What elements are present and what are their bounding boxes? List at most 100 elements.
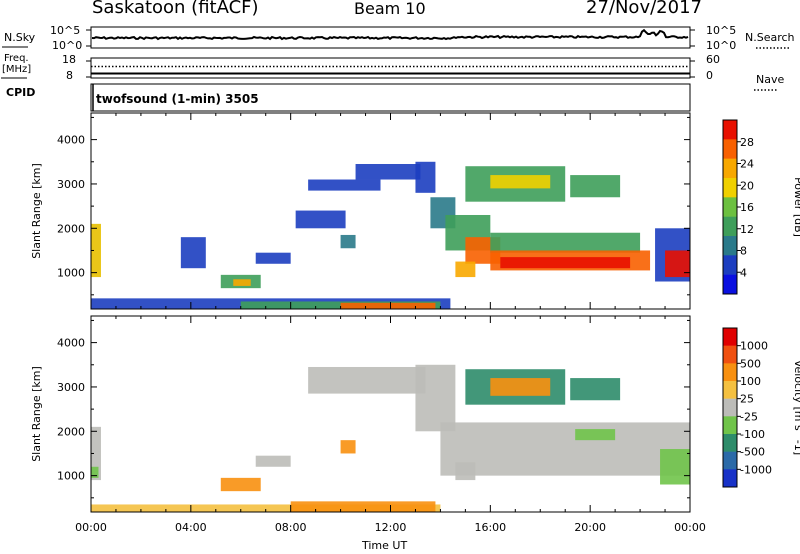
power-ylabel: Slant Range [km] [30, 163, 43, 259]
power-region [340, 302, 436, 309]
velocity-colorbar-tick-label: -25 [740, 410, 758, 423]
power-region [233, 279, 251, 286]
velocity-region [340, 440, 356, 454]
velocity-frame [90, 315, 691, 513]
power-colorbar-label: Power [dB] [792, 177, 800, 237]
velocity-region [91, 426, 101, 481]
x-tick-label: 04:00 [175, 521, 207, 534]
velocity-region [660, 449, 690, 485]
power-region [91, 223, 101, 278]
velocity-colorbar-segment [723, 434, 737, 452]
power-colorbar-segment [723, 274, 737, 295]
velocity-region [440, 422, 690, 476]
power-colorbar-tick-label: 20 [740, 179, 754, 192]
power-colorbar-segment [723, 255, 737, 275]
y-tick-label: 3000 [57, 381, 85, 394]
y-tick-label: 4000 [57, 134, 85, 147]
velocity-colorbar-tick-label: 500 [740, 357, 761, 370]
freq-panel-frame [90, 57, 691, 79]
velocity-colorbar-tick-label: -100 [740, 428, 765, 441]
station-title: Saskatoon (fitACF) [92, 0, 259, 18]
power-colorbar-tick-label: 4 [740, 266, 747, 279]
nsearch-tick-low: 10^0 [706, 39, 737, 52]
velocity-colorbar-segment [723, 451, 737, 470]
velocity-region [455, 462, 476, 481]
velocity-colorbar-segment [723, 416, 737, 435]
power-colorbar-segment [723, 236, 737, 256]
nsky-tick-low: 10^0 [52, 39, 83, 52]
y-tick-label: 2000 [57, 425, 85, 438]
velocity-colorbar-segment [723, 469, 737, 488]
x-tick-label: 16:00 [474, 521, 506, 534]
power-region [570, 175, 621, 198]
power-region [415, 161, 436, 193]
velocity-data [91, 364, 690, 512]
power-colorbar-segment [723, 216, 737, 237]
x-tick-label: 00:00 [674, 521, 706, 534]
freq-unit-label: [MHz] [2, 64, 32, 75]
power-colorbar-tick-label: 12 [740, 223, 754, 236]
power-region [295, 210, 346, 229]
velocity-region [91, 466, 99, 478]
nave-tick-high: 60 [706, 53, 720, 66]
nsky-panel-frame [90, 26, 691, 49]
freq-label: Freq. [4, 53, 29, 64]
velocity-colorbar-segment [723, 328, 737, 346]
x-tick-label: 12:00 [375, 521, 407, 534]
velocity-colorbar-tick-label: -1000 [740, 463, 772, 476]
power-colorbar-segment [723, 197, 737, 217]
power-region [255, 252, 291, 264]
date-title: 27/Nov/2017 [586, 0, 702, 18]
power-colorbar-segment [723, 120, 737, 140]
nsearch-label: N.Search [745, 31, 795, 44]
power-frame [90, 112, 691, 310]
velocity-colorbar-frame [722, 327, 738, 488]
x-tick-label: 08:00 [275, 521, 307, 534]
cpid-panel-frame [90, 83, 691, 112]
y-tick-label: 1000 [57, 267, 85, 280]
velocity-colorbar-tick-label: 25 [740, 393, 754, 406]
power-region [490, 232, 641, 253]
status-panels [1, 26, 790, 112]
power-region [180, 237, 206, 269]
nsky-trace [91, 28, 689, 41]
power-panel: 4000 3000 2000 1000 Slant Range [km] 28 24 20 16… [30, 112, 800, 310]
velocity-colorbar-segment [723, 381, 737, 399]
velocity-colorbar-segment [723, 345, 737, 364]
power-colorbar-tick-label: 8 [740, 245, 747, 258]
power-region [490, 175, 551, 189]
beam-title: Beam 10 [354, 0, 426, 18]
cpid-text: twofsound (1-min) 3505 [96, 92, 259, 106]
power-region [340, 234, 356, 249]
power-colorbar-segment [723, 158, 737, 179]
velocity-region [308, 366, 426, 394]
nsearch-tick-high: 10^5 [706, 24, 737, 37]
nsky-label: N.Sky [4, 31, 36, 44]
power-colorbar-segment [723, 139, 737, 159]
velocity-region [575, 429, 616, 441]
power-data [91, 161, 690, 309]
x-axis-label: Time UT [362, 539, 408, 552]
x-tick-label: 20:00 [574, 521, 606, 534]
velocity-region [91, 504, 441, 512]
velocity-colorbar-tick-label: -500 [740, 446, 765, 459]
velocity-colorbar-segment [723, 398, 737, 417]
velocity-colorbar-tick-label: 100 [740, 375, 761, 388]
velocity-colorbar-segment [723, 363, 737, 382]
time-axis: 00:00 04:00 08:00 12:00 16:00 20:00 00:00 [75, 521, 706, 534]
power-colorbar-tick-label: 24 [740, 158, 754, 171]
velocity-colorbar-tick-label: 1000 [740, 340, 768, 353]
cpid-label: CPID [6, 86, 36, 99]
nave-tick-low: 0 [706, 69, 713, 82]
power-region [355, 163, 421, 180]
y-tick-label: 4000 [57, 337, 85, 350]
velocity-region [255, 455, 291, 467]
velocity-region [490, 378, 551, 396]
velocity-ylabel: Slant Range [km] [30, 366, 43, 462]
power-colorbar-tick-label: 16 [740, 201, 754, 214]
velocity-region [220, 477, 261, 492]
velocity-panel: 4000 3000 2000 1000 Slant Range [km] 1000 500 1… [30, 315, 800, 513]
freq-tick-high: 18 [62, 53, 76, 66]
nave-label: Nave [756, 73, 785, 86]
